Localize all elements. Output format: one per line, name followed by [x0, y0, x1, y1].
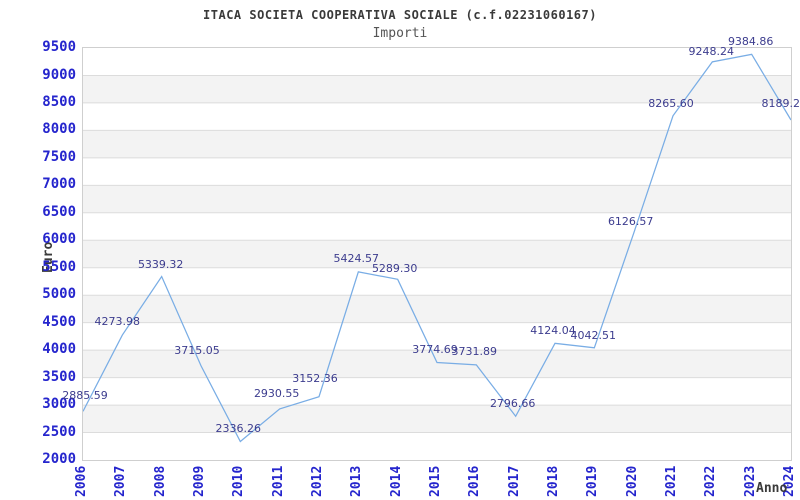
y-tick-label: 7500 — [42, 148, 76, 165]
y-tick-label: 2500 — [42, 423, 76, 440]
line-series-svg — [83, 53, 791, 443]
value-label: 2336.26 — [215, 421, 262, 435]
value-label: 3774.69 — [412, 342, 458, 356]
x-tick-label: 2020 — [624, 465, 640, 497]
x-tick-label: 2007 — [113, 465, 129, 497]
x-tick-label: 2016 — [467, 465, 483, 497]
value-label: 5339.32 — [137, 257, 184, 271]
x-tick-label: 2021 — [664, 465, 679, 497]
y-tick-label: 8500 — [42, 93, 76, 110]
value-label: 9248.24 — [688, 44, 735, 58]
x-axis-title: Anno — [756, 481, 788, 496]
value-label: 2885.59 — [62, 389, 108, 403]
x-tick-label: 2008 — [152, 465, 168, 497]
chart-title: ITACA SOCIETA COOPERATIVA SOCIALE (c.f.0… — [203, 8, 597, 22]
value-label: 5424.57 — [333, 251, 380, 265]
value-label: 4042.51 — [570, 328, 617, 342]
y-tick-label: 7000 — [42, 176, 76, 193]
value-label: 5289.30 — [371, 262, 418, 276]
value-label: 3715.05 — [174, 343, 220, 357]
value-label: 3152.36 — [292, 371, 338, 385]
x-tick-label: 2006 — [74, 465, 89, 497]
x-tick-label: 2012 — [310, 465, 325, 497]
value-label: 3731.89 — [451, 344, 498, 358]
y-tick-label: 9000 — [42, 66, 76, 83]
y-tick-label: 4000 — [42, 341, 76, 358]
y-tick-label: 5000 — [42, 286, 76, 303]
y-tick-label: 2000 — [42, 451, 76, 467]
x-tick-label: 2013 — [349, 465, 365, 497]
value-label: 8265.60 — [648, 96, 694, 110]
value-label: 2930.55 — [253, 386, 300, 400]
value-label: 4124.04 — [530, 324, 576, 338]
y-tick-label: 8000 — [42, 121, 76, 138]
y-tick-label: 5500 — [42, 258, 76, 275]
value-label: 6126.57 — [607, 215, 654, 229]
x-tick-label: 2018 — [546, 465, 561, 497]
value-label: 4273.98 — [94, 315, 141, 329]
y-tick-label: 4500 — [42, 313, 76, 330]
data-line — [83, 53, 791, 443]
x-tick-label: 2015 — [428, 465, 443, 497]
y-tick-label: 6500 — [42, 203, 76, 220]
x-tick-label: 2017 — [506, 465, 522, 497]
y-tick-label: 3500 — [42, 368, 76, 385]
x-tick-label: 2014 — [388, 465, 404, 497]
chart-subtitle: Importi — [372, 26, 428, 41]
x-tick-label: 2009 — [192, 465, 207, 497]
x-tick-label: 2019 — [585, 465, 601, 497]
value-label: 9384.86 — [727, 35, 774, 49]
x-tick-label: 2010 — [231, 465, 247, 497]
value-label: 2796.66 — [489, 397, 536, 411]
value-label: 8189.2 — [761, 97, 800, 110]
y-tick-label: 6000 — [42, 231, 76, 248]
y-tick-label: 9500 — [42, 39, 76, 55]
x-tick-label: 2022 — [703, 465, 719, 497]
plot-area — [82, 47, 792, 461]
x-tick-label: 2011 — [270, 465, 286, 497]
y-tick-label: 3000 — [42, 396, 76, 413]
